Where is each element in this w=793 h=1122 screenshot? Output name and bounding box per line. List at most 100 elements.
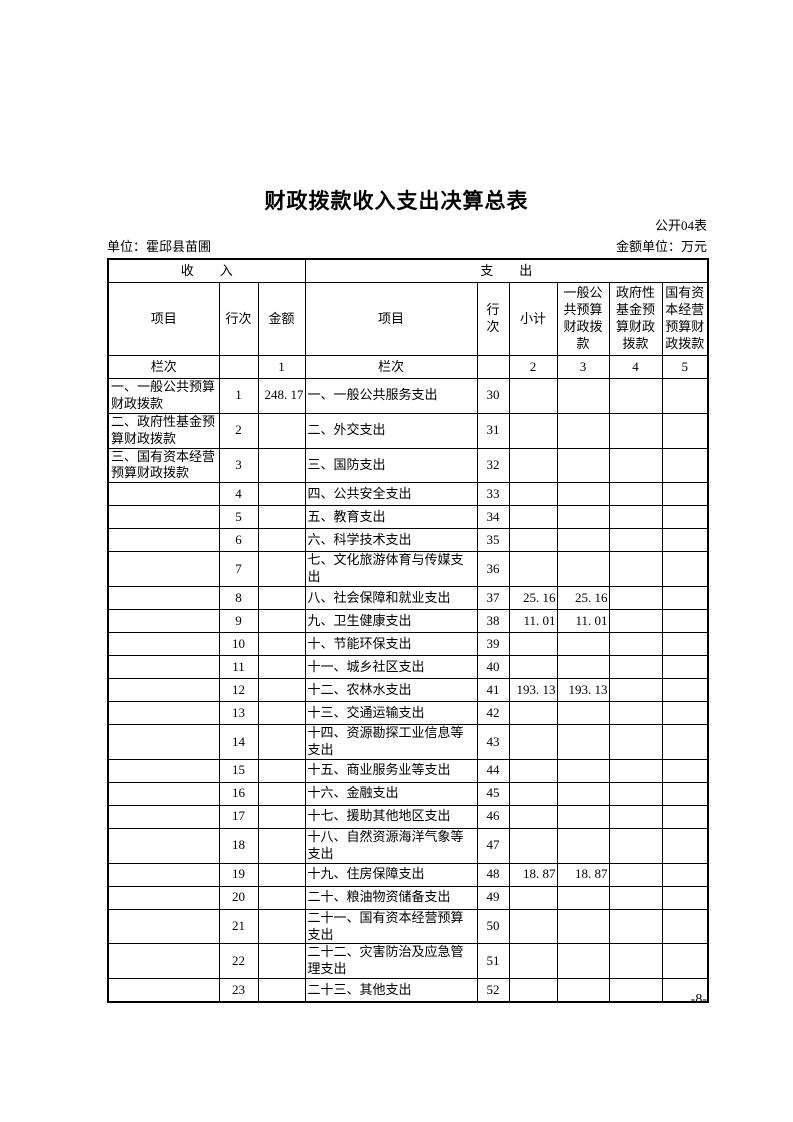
govt-fund-cell (608, 862, 663, 887)
income-line-cell: 12 (218, 678, 259, 703)
income-line-cell: 23 (218, 978, 259, 1003)
expense-item-cell: 五、教育支出 (304, 505, 478, 530)
expense-section-header: 支 出 (304, 258, 709, 283)
income-line-cell: 20 (218, 885, 259, 910)
income-amount-cell (257, 678, 306, 703)
subtotal-header: 小计 (508, 282, 558, 356)
income-item-cell (107, 724, 220, 760)
income-line-cell: 10 (218, 632, 259, 657)
table-row: 13 十三、交通运输支出 42 (107, 701, 709, 726)
expense-item-cell: 二十二、灾害防治及应急管理支出 (304, 943, 478, 980)
expense-line-cell: 50 (476, 908, 510, 945)
state-capital-cell (661, 632, 709, 657)
income-item-cell: 三、国有资本经营预算财政拨款 (107, 447, 220, 484)
govt-fund-cell (608, 978, 663, 1003)
subtotal-cell (508, 758, 558, 783)
govt-fund-cell (608, 724, 663, 760)
general-public-cell (556, 701, 610, 726)
income-item-cell (107, 804, 220, 829)
subtotal-cell (508, 632, 558, 657)
govt-fund-budget-header: 政府性基金预算财政拨款 (608, 282, 663, 356)
govt-fund-cell (608, 655, 663, 680)
income-item-cell (107, 678, 220, 703)
expense-line-cell: 40 (476, 655, 510, 680)
table-row: 16 十六、金融支出 45 (107, 781, 709, 806)
subtotal-cell (508, 655, 558, 680)
expense-item-cell: 二十、粮油物资储备支出 (304, 885, 478, 910)
state-capital-cell (661, 978, 709, 1003)
expense-item-cell: 三、国防支出 (304, 447, 478, 484)
income-item-cell (107, 943, 220, 980)
income-amount-cell (257, 505, 306, 530)
income-index-label: 栏次 (107, 355, 220, 379)
govt-fund-cell (608, 528, 663, 553)
table-row: 17 十七、援助其他地区支出 46 (107, 804, 709, 829)
subtotal-cell (508, 551, 558, 588)
income-item-cell (107, 701, 220, 726)
income-row-no-header: 行次 (218, 282, 259, 356)
income-amount-cell (257, 655, 306, 680)
income-line-cell: 9 (218, 609, 259, 634)
income-item-cell (107, 781, 220, 806)
general-public-cell (556, 724, 610, 760)
general-public-budget-header: 一般公共预算财政拨款 (556, 282, 610, 356)
income-amount-cell (257, 724, 306, 760)
income-line-cell: 17 (218, 804, 259, 829)
income-item-cell (107, 505, 220, 530)
state-capital-cell (661, 482, 709, 507)
expense-index-label: 栏次 (304, 355, 478, 379)
state-capital-cell (661, 655, 709, 680)
subtotal-cell (508, 482, 558, 507)
table-row: 10 十、节能环保支出 39 (107, 632, 709, 657)
general-public-cell (556, 781, 610, 806)
income-item-cell: 一、一般公共预算财政拨款 (107, 378, 220, 414)
income-line-cell: 2 (218, 412, 259, 449)
section-header-row: 收 入 支 出 (107, 258, 709, 283)
income-line-cell: 5 (218, 505, 259, 530)
income-item-cell (107, 885, 220, 910)
state-capital-cell (661, 804, 709, 829)
page-number: -8- (690, 992, 707, 1007)
expense-row-no-header: 行次 (476, 282, 510, 356)
govt-fund-cell (608, 632, 663, 657)
subtotal-cell (508, 827, 558, 864)
income-item-cell (107, 978, 220, 1003)
subtotal-cell: 18. 87 (508, 862, 558, 887)
expense-item-cell: 十九、住房保障支出 (304, 862, 478, 887)
income-line-cell: 11 (218, 655, 259, 680)
general-public-cell (556, 758, 610, 783)
subtotal-cell (508, 885, 558, 910)
state-capital-cell (661, 586, 709, 611)
table-body: 一、一般公共预算财政拨款 1 248. 17 一、一般公共服务支出 30 二、政府性基金预… (107, 378, 709, 1003)
govt-fund-cell (608, 482, 663, 507)
expense-item-cell: 十一、城乡社区支出 (304, 655, 478, 680)
general-public-cell: 193. 13 (556, 678, 610, 703)
govt-fund-cell (608, 827, 663, 864)
expense-line-cell: 36 (476, 551, 510, 588)
income-line-cell: 18 (218, 827, 259, 864)
income-item-cell (107, 758, 220, 783)
expense-line-cell: 41 (476, 678, 510, 703)
expense-line-cell: 43 (476, 724, 510, 760)
table-row: 18 十八、自然资源海洋气象等支出 47 (107, 827, 709, 864)
table-row: 一、一般公共预算财政拨款 1 248. 17 一、一般公共服务支出 30 (107, 378, 709, 414)
column-index-row: 栏次 1 栏次 2 3 4 5 (107, 355, 709, 379)
income-line-cell: 4 (218, 482, 259, 507)
general-public-cell: 25. 16 (556, 586, 610, 611)
income-amount-cell (257, 528, 306, 553)
govt-fund-cell (608, 412, 663, 449)
income-line-cell: 3 (218, 447, 259, 484)
subtotal-cell (508, 701, 558, 726)
state-capital-budget-header: 国有资本经营预算财政拨款 (661, 282, 709, 356)
govt-fund-cell (608, 804, 663, 829)
subtotal-cell (508, 978, 558, 1003)
table-row: 19 十九、住房保障支出 48 18. 87 18. 87 (107, 862, 709, 887)
income-item-cell (107, 609, 220, 634)
table-row: 12 十二、农林水支出 41 193. 13 193. 13 (107, 678, 709, 703)
govt-fund-cell (608, 551, 663, 588)
income-amount-cell (257, 551, 306, 588)
state-capital-cell (661, 505, 709, 530)
income-amount-cell (257, 943, 306, 980)
expense-item-cell: 十五、商业服务业等支出 (304, 758, 478, 783)
govt-fund-cell (608, 505, 663, 530)
